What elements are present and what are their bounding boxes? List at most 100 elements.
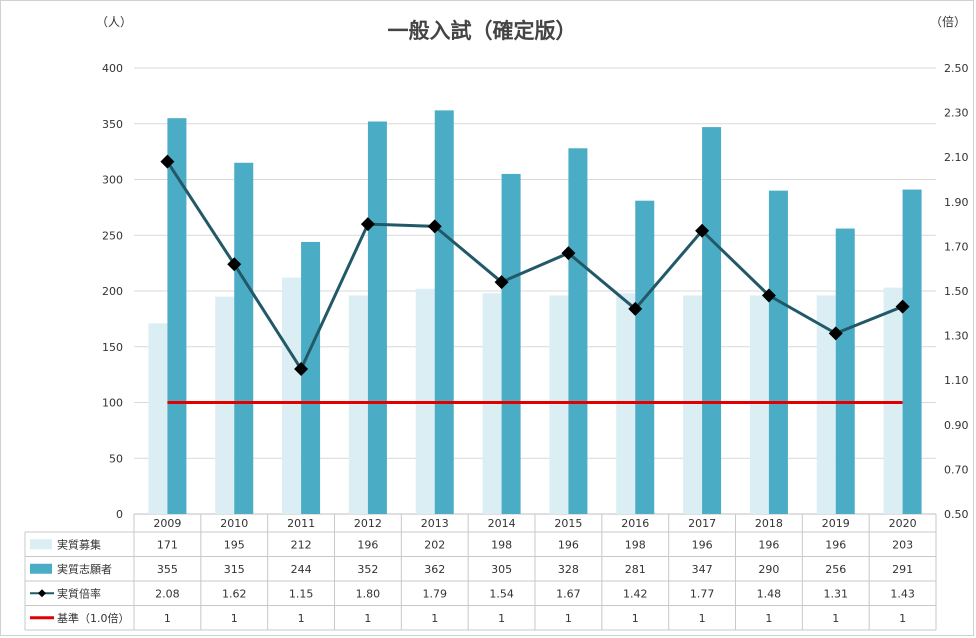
data-label: 1: [498, 612, 505, 625]
ratio-marker: [160, 154, 175, 169]
data-label: 196: [825, 538, 846, 551]
data-label: 1: [832, 612, 839, 625]
bar-applicants: [635, 200, 655, 514]
bar-applicants: [568, 148, 588, 514]
data-label: 1: [632, 612, 639, 625]
data-label: 244: [291, 563, 312, 576]
bar-recruitment: [883, 287, 903, 514]
data-label: 196: [558, 538, 579, 551]
right-tick-label: 1.30: [944, 330, 969, 343]
category-label: 2020: [889, 517, 917, 530]
ratio-marker: [828, 326, 843, 341]
data-label: 1: [699, 612, 706, 625]
left-tick-label: 100: [102, 397, 123, 410]
data-label: 196: [758, 538, 779, 551]
left-tick-label: 350: [102, 118, 123, 131]
data-label: 1: [364, 612, 371, 625]
data-label: 1.15: [289, 587, 314, 600]
data-label: 1.67: [556, 587, 581, 600]
bar-recruitment: [348, 295, 368, 514]
ratio-marker: [561, 246, 576, 261]
bar-recruitment: [148, 323, 168, 514]
right-tick-label: 1.70: [944, 240, 969, 253]
data-label: 305: [491, 563, 512, 576]
data-label: 362: [424, 563, 445, 576]
data-label: 352: [357, 563, 378, 576]
left-tick-label: 250: [102, 229, 123, 242]
bar-applicants: [434, 110, 454, 515]
series-name: 実質倍率: [57, 586, 101, 600]
category-label: 2009: [153, 517, 181, 530]
data-label: 1.77: [690, 587, 715, 600]
bar-recruitment: [749, 295, 769, 514]
bar-applicants: [702, 127, 722, 514]
data-label: 2.08: [155, 587, 180, 600]
right-tick-label: 2.10: [944, 151, 969, 164]
axis-ticks: 0 50 100 150 200 250 300 350 400 0.50 0.70 0.90 1.10…: [102, 62, 969, 521]
legend-key-applicants: [30, 563, 52, 574]
gridlines: [134, 67, 936, 515]
category-label: 2018: [755, 517, 783, 530]
right-tick-label: 0.50: [944, 508, 969, 521]
bars: [148, 110, 922, 515]
data-table: 2009 2010 2011 2012 2013 2014 2015 2016 2017 2018…: [24, 514, 937, 631]
bar-recruitment: [215, 296, 235, 514]
data-label: 328: [558, 563, 579, 576]
bar-applicants: [768, 190, 788, 514]
right-tick-label: 1.10: [944, 374, 969, 387]
ratio-marker: [628, 301, 643, 316]
category-label: 2016: [621, 517, 649, 530]
category-label: 2017: [688, 517, 716, 530]
bar-applicants: [835, 228, 855, 514]
bar-recruitment: [816, 295, 836, 514]
bar-applicants: [501, 173, 521, 515]
data-label: 1.62: [222, 587, 247, 600]
bar-applicants: [301, 241, 321, 514]
data-label: 202: [424, 538, 445, 551]
bar-applicants: [902, 189, 922, 514]
data-label: 1: [565, 612, 572, 625]
data-label: 290: [758, 563, 779, 576]
data-label: 1: [231, 612, 238, 625]
bar-recruitment: [282, 277, 302, 514]
right-tick-label: 0.90: [944, 419, 969, 432]
bar-applicants: [367, 121, 387, 515]
right-tick-label: 0.70: [944, 463, 969, 476]
data-label: 1: [431, 612, 438, 625]
data-label: 1.31: [824, 587, 849, 600]
data-label: 1.48: [757, 587, 782, 600]
ratio-marker: [761, 288, 776, 303]
series-name: 基準（1.0倍）: [57, 611, 130, 625]
data-label: 1: [164, 612, 171, 625]
ratio-marker: [294, 362, 309, 377]
bar-recruitment: [683, 295, 703, 514]
data-label: 203: [892, 538, 913, 551]
category-label: 2015: [554, 517, 582, 530]
ratio-marker: [895, 299, 910, 314]
right-axis-unit: （倍）: [930, 14, 966, 29]
data-label: 1: [298, 612, 305, 625]
data-label: 212: [291, 538, 312, 551]
lines: [160, 154, 910, 404]
ratio-line: [166, 160, 904, 373]
left-tick-label: 200: [102, 285, 123, 298]
right-tick-label: 2.50: [944, 62, 969, 75]
data-label: 196: [692, 538, 713, 551]
data-label: 355: [157, 563, 178, 576]
left-axis-unit: （人）: [96, 15, 132, 29]
bar-applicants: [234, 162, 254, 514]
data-label: 1: [899, 612, 906, 625]
category-label: 2012: [354, 517, 382, 530]
data-label: 196: [357, 538, 378, 551]
data-label: 1.79: [423, 587, 448, 600]
data-label: 195: [224, 538, 245, 551]
data-label: 315: [224, 563, 245, 576]
left-tick-label: 300: [102, 174, 123, 187]
right-tick-label: 1.90: [944, 196, 969, 209]
left-tick-label: 0: [116, 508, 123, 521]
data-label: 1: [765, 612, 772, 625]
data-label: 1.80: [356, 587, 381, 600]
data-label: 171: [157, 538, 178, 551]
category-label: 2014: [488, 517, 516, 530]
